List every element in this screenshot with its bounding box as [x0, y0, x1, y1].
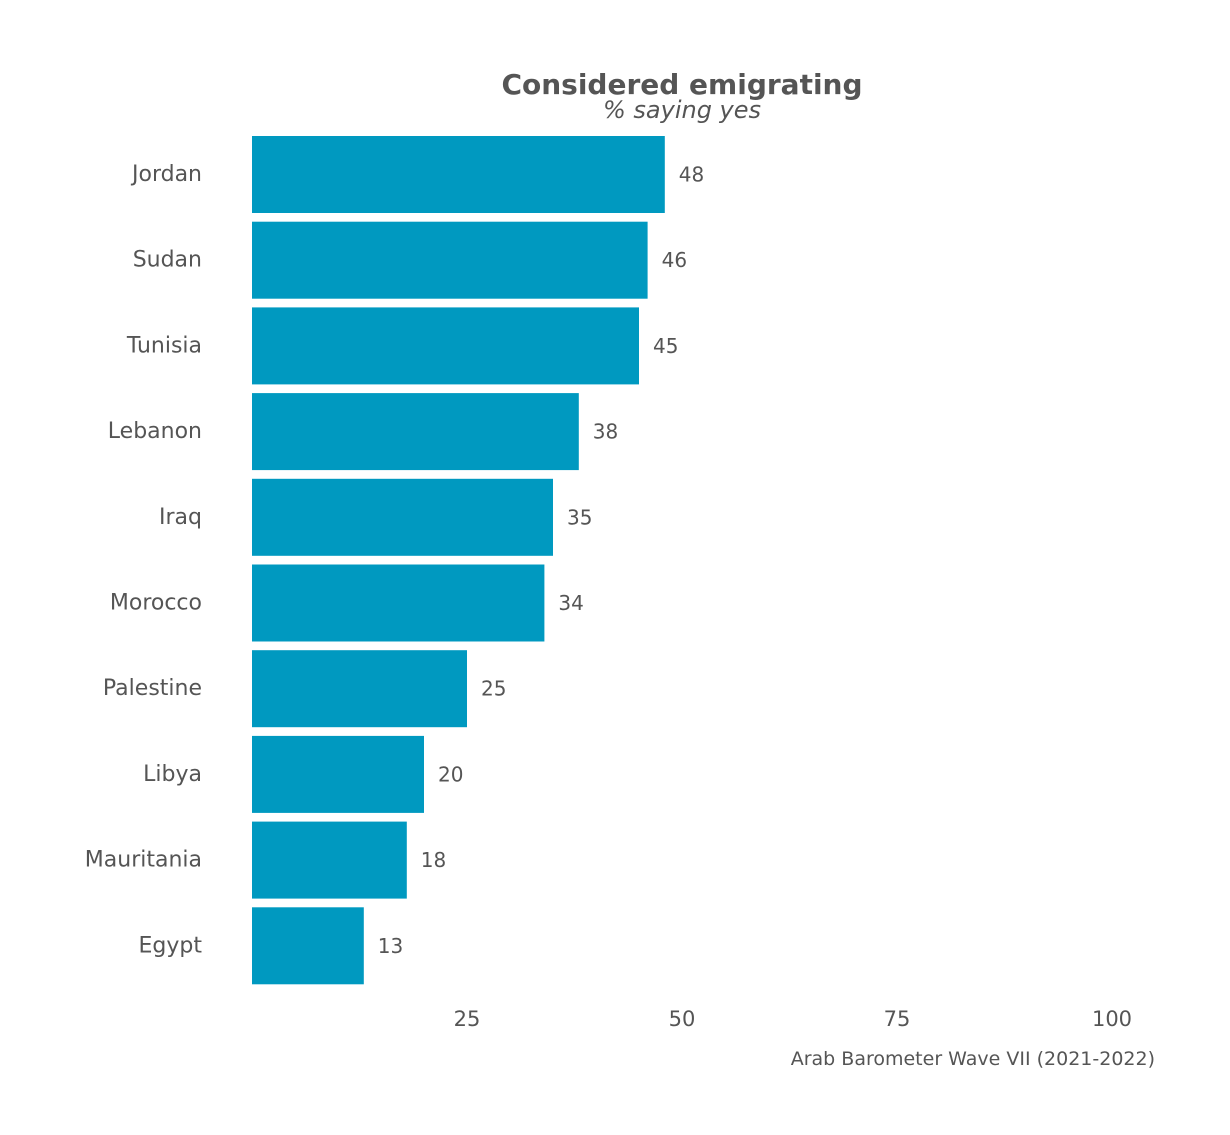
x-tick-label: 75 — [884, 1007, 911, 1031]
category-label: Libya — [143, 762, 202, 787]
category-label: Jordan — [130, 162, 202, 187]
chart-caption: Arab Barometer Wave VII (2021-2022) — [791, 1048, 1155, 1070]
bar-tunisia — [252, 307, 639, 385]
value-label: 13 — [378, 934, 403, 958]
x-tick-label: 50 — [669, 1007, 696, 1031]
value-label: 46 — [662, 248, 687, 272]
bar-sudan — [252, 221, 648, 299]
x-axis-ticks: 25 50 75 100 — [454, 1007, 1132, 1031]
value-label: 18 — [421, 848, 446, 872]
category-label: Morocco — [110, 591, 202, 616]
x-tick-label: 100 — [1092, 1007, 1132, 1031]
category-label: Iraq — [159, 505, 202, 530]
bar-libya — [252, 735, 424, 813]
value-label: 20 — [438, 762, 463, 786]
value-label: 25 — [481, 677, 506, 701]
bar-lebanon — [252, 393, 579, 471]
category-label: Mauritania — [85, 848, 202, 873]
value-label: 34 — [558, 591, 583, 615]
chart-subtitle: % saying yes — [603, 96, 761, 124]
value-label: 35 — [567, 505, 592, 529]
bar-morocco — [252, 564, 545, 642]
category-label: Lebanon — [108, 419, 202, 444]
bar-palestine — [252, 650, 467, 728]
category-label: Sudan — [133, 248, 202, 273]
bar-mauritania — [252, 821, 407, 899]
category-label: Palestine — [103, 676, 202, 701]
bar-egypt — [252, 907, 364, 985]
bar-jordan — [252, 136, 665, 213]
value-label: 45 — [653, 334, 678, 358]
chart-title: Considered emigrating — [501, 68, 862, 101]
bars-group: Jordan 48 Sudan 46 Tunisia 45 Lebanon 38 Iraq 35 M… — [85, 136, 704, 985]
category-label: Egypt — [139, 933, 203, 958]
bar-iraq — [252, 478, 553, 556]
value-label: 38 — [593, 420, 618, 444]
x-tick-label: 25 — [454, 1007, 481, 1031]
category-label: Tunisia — [126, 333, 202, 358]
value-label: 48 — [679, 163, 704, 187]
